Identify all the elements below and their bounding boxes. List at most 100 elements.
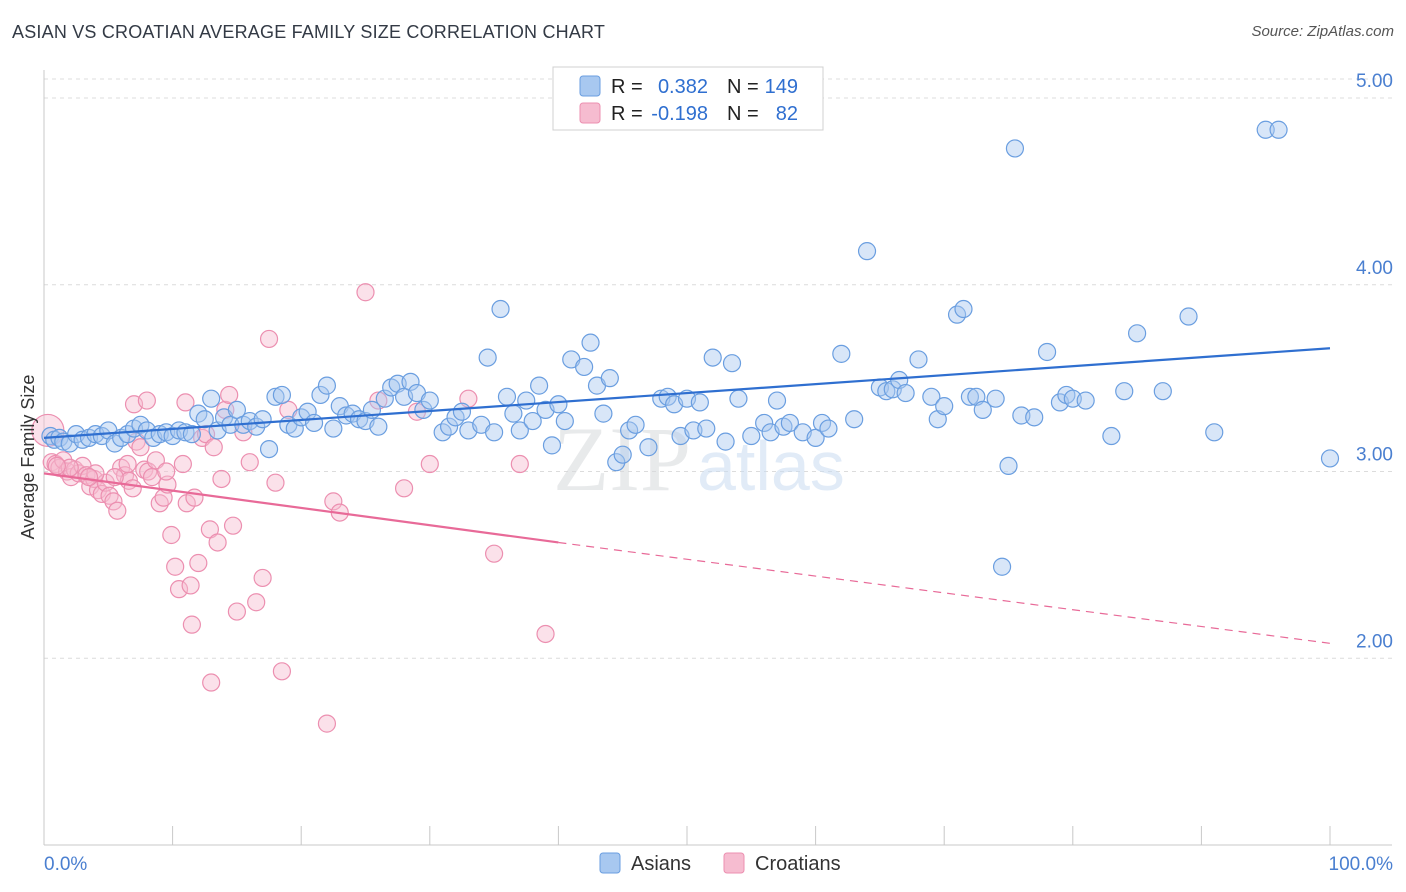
asian-point-99: [703, 348, 722, 367]
croatian-point-44: [208, 533, 227, 552]
asian-point-26: [202, 389, 221, 408]
asian-point-70: [497, 387, 517, 406]
asian-point-73: [517, 391, 536, 410]
croatian-point-28: [146, 451, 165, 470]
croatian-point-32: [162, 525, 181, 545]
asian-point-36: [266, 387, 285, 406]
stats-asian-r-value: 0.382: [658, 76, 708, 98]
asian-point-129: [973, 400, 992, 419]
asian-point-97: [690, 393, 709, 412]
croatian-point-35: [173, 454, 192, 474]
croatian-point-34: [169, 580, 189, 599]
asian-point-100: [716, 432, 735, 451]
croatian-point-43: [204, 438, 223, 457]
croatian-point-63: [394, 479, 414, 498]
asian-point-75: [530, 376, 549, 395]
croatian-point-24: [131, 438, 150, 457]
series-legend: Asians Croatians: [599, 852, 841, 875]
stats-asian-n-value: 149: [765, 76, 798, 98]
asian-point-23: [182, 425, 201, 444]
asian-point-34: [253, 410, 272, 429]
asian-trend-line: [43, 347, 1331, 439]
chart-source: Source: ZipAtlas.com: [1251, 23, 1394, 40]
asian-point-71: [504, 404, 523, 423]
asian-point-148: [1320, 449, 1340, 468]
asian-point-146: [1256, 120, 1275, 139]
y-axis-label: Average Family Size: [18, 375, 38, 540]
asian-point-127: [960, 387, 980, 406]
y-tick-label-3: 3.00: [1356, 445, 1393, 466]
stats-croatian-n-value: 82: [776, 103, 798, 125]
asian-point-117: [877, 382, 896, 401]
asian-point-103: [742, 426, 761, 446]
legend-croatians-swatch: [723, 852, 745, 874]
watermark-atlas: atlas: [697, 427, 845, 505]
croatian-point-61: [356, 283, 375, 302]
asian-point-145: [1205, 423, 1224, 442]
stats-asian-r-label: R =: [611, 76, 643, 98]
asian-point-78: [549, 395, 568, 414]
croatian-point-18: [108, 501, 127, 520]
croatian-point-45: [212, 469, 231, 489]
croatian-point-17: [104, 492, 123, 511]
asian-point-30: [227, 400, 246, 419]
croatian-point-49: [227, 602, 246, 621]
croatian-point-73: [176, 393, 195, 412]
croatian-point-52: [247, 593, 266, 612]
asian-point-135: [1037, 342, 1057, 362]
asian-point-121: [909, 350, 928, 369]
asian-point-43: [311, 385, 330, 405]
trend-lines: [43, 347, 1331, 644]
stats-croatian-n-label: N =: [727, 103, 759, 125]
croatian-point-65: [420, 454, 439, 474]
croatian-trend-extension: [558, 541, 1331, 644]
legend-croatians-label: Croatians: [755, 853, 841, 875]
asian-point-131: [999, 456, 1018, 476]
asian-point-122: [922, 387, 941, 406]
stats-asian-n-label: N =: [727, 76, 759, 98]
y-tick-label-4: 4.00: [1356, 258, 1393, 279]
asian-point-90: [639, 438, 658, 457]
asian-point-124: [935, 397, 954, 416]
chart-title: ASIAN VS CROATIAN AVERAGE FAMILY SIZE CO…: [12, 22, 606, 42]
croatian-point-62: [369, 391, 388, 410]
asian-point-98: [697, 419, 716, 438]
stats-croatian-r-value: -0.198: [651, 103, 708, 125]
asian-point-87: [613, 445, 632, 464]
asian-point-115: [857, 242, 877, 261]
x-tick-label-100: 100.0%: [1329, 854, 1394, 875]
asian-point-45: [324, 419, 343, 438]
asian-point-69: [491, 299, 510, 319]
asian-point-143: [1153, 382, 1172, 401]
asian-point-52: [369, 417, 388, 436]
asian-point-77: [542, 436, 562, 455]
croatian-point-71: [137, 391, 156, 410]
asian-point-106: [767, 391, 787, 410]
stats-croatian-swatch: [579, 102, 601, 124]
croatian-points: [31, 283, 555, 733]
asian-point-92: [658, 387, 677, 406]
asian-point-79: [555, 411, 574, 431]
asian-point-85: [600, 369, 619, 388]
croatian-point-68: [510, 454, 529, 474]
y-tick-label-2: 2.00: [1356, 631, 1393, 652]
asian-point-86: [607, 453, 626, 472]
croatian-point-69: [536, 624, 555, 644]
croatian-point-79: [47, 456, 66, 476]
asian-point-132: [1005, 139, 1025, 158]
stats-legend: R = 0.382 N = 149 R = -0.198 N = 82: [552, 66, 824, 131]
croatian-point-39: [189, 553, 208, 573]
asian-point-44: [317, 376, 337, 395]
asian-point-149: [992, 557, 1012, 576]
asian-point-74: [523, 411, 542, 431]
asian-point-134: [1025, 408, 1044, 427]
asian-point-108: [780, 413, 799, 433]
asian-point-64: [452, 402, 472, 421]
asian-point-60: [420, 391, 439, 410]
asian-point-141: [1115, 382, 1134, 401]
asian-point-68: [485, 423, 504, 442]
croatian-trend-line: [43, 472, 559, 544]
croatian-point-56: [272, 662, 292, 681]
croatian-point-55: [266, 473, 285, 492]
croatian-point-37: [181, 576, 200, 595]
